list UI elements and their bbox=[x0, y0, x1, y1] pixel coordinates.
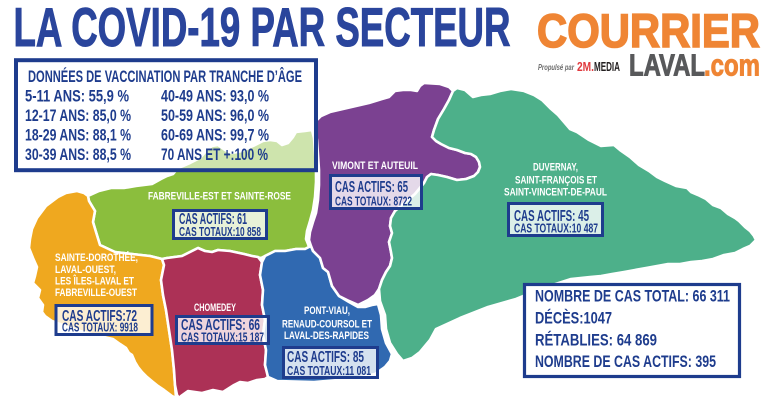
svg-text:CAS TOTAUX:10 487: CAS TOTAUX:10 487 bbox=[514, 222, 598, 236]
svg-text:DUVERNAY,: DUVERNAY, bbox=[533, 162, 578, 174]
svg-text:SAINTE-DOROTHÉE,: SAINTE-DOROTHÉE, bbox=[55, 251, 138, 264]
svg-text:12-17 ANS: 85,0 %: 12-17 ANS: 85,0 % bbox=[25, 106, 131, 125]
svg-text:Propulsé par: Propulsé par bbox=[538, 63, 575, 72]
svg-text:NOMBRE DE CAS TOTAL: 66 311: NOMBRE DE CAS TOTAL: 66 311 bbox=[535, 287, 730, 306]
svg-text:5-11 ANS: 55,9 %: 5-11 ANS: 55,9 % bbox=[25, 87, 129, 106]
svg-text:CAS ACTIFS:72: CAS ACTIFS:72 bbox=[62, 308, 137, 325]
svg-text:CAS ACTIFS: 85: CAS ACTIFS: 85 bbox=[287, 349, 364, 366]
svg-text:CAS ACTIFS: 61: CAS ACTIFS: 61 bbox=[179, 211, 247, 228]
svg-text:CHOMEDEY: CHOMEDEY bbox=[194, 302, 236, 314]
svg-text:18-29 ANS: 88,1 %: 18-29 ANS: 88,1 % bbox=[25, 126, 131, 145]
svg-text:PONT-VIAU,: PONT-VIAU, bbox=[304, 305, 350, 317]
svg-text:CAS TOTAUX:15 187: CAS TOTAUX:15 187 bbox=[181, 331, 264, 345]
svg-text:LES ÎLES-LAVAL ET: LES ÎLES-LAVAL ET bbox=[55, 275, 134, 288]
svg-text:VIMONT ET AUTEUIL: VIMONT ET AUTEUIL bbox=[332, 160, 418, 172]
svg-text:RENAUD-COURSOL ET: RENAUD-COURSOL ET bbox=[282, 319, 372, 331]
svg-text:CAS ACTIFS: 66: CAS ACTIFS: 66 bbox=[181, 317, 260, 334]
svg-text:COURRIER: COURRIER bbox=[537, 4, 760, 57]
svg-text:DÉCÈS:1047: DÉCÈS:1047 bbox=[535, 309, 612, 328]
svg-text:FABREVILLE-OUEST: FABREVILLE-OUEST bbox=[55, 287, 137, 299]
svg-text:CAS TOTAUX:10 858: CAS TOTAUX:10 858 bbox=[179, 225, 261, 239]
svg-text:LAVAL: LAVAL bbox=[629, 48, 705, 83]
svg-text:30-39 ANS: 88,5 %: 30-39 ANS: 88,5 % bbox=[25, 145, 131, 164]
svg-text:.com: .com bbox=[704, 48, 760, 83]
svg-text:CAS ACTIFS: 65: CAS ACTIFS: 65 bbox=[335, 179, 408, 196]
svg-text:60-69 ANS: 99,7 %: 60-69 ANS: 99,7 % bbox=[161, 126, 269, 145]
svg-text:SAINT-FRANÇOIS ET: SAINT-FRANÇOIS ET bbox=[515, 175, 597, 187]
svg-text:50-59 ANS: 96,0 %: 50-59 ANS: 96,0 % bbox=[161, 106, 269, 125]
svg-text:CAS TOTAUX: 8722: CAS TOTAUX: 8722 bbox=[335, 195, 412, 209]
svg-text:NOMBRE DE CAS ACTIFS: 395: NOMBRE DE CAS ACTIFS: 395 bbox=[535, 352, 716, 371]
svg-text:40-49 ANS: 93,0 %: 40-49 ANS: 93,0 % bbox=[161, 87, 269, 106]
svg-text:DONNÉES DE VACCINATION PAR TRA: DONNÉES DE VACCINATION PAR TRANCHE D’ÂGE bbox=[28, 67, 302, 86]
svg-text:70 ANS ET +:100 %: 70 ANS ET +:100 % bbox=[161, 145, 268, 164]
svg-text:FABREVILLE-EST ET SAINTE-ROSE: FABREVILLE-EST ET SAINTE-ROSE bbox=[148, 191, 291, 203]
svg-text:RÉTABLIES: 64 869: RÉTABLIES: 64 869 bbox=[535, 331, 657, 350]
svg-text:CAS TOTAUX:11 081: CAS TOTAUX:11 081 bbox=[287, 364, 371, 378]
svg-text:SAINT-VINCENT-DE-PAUL: SAINT-VINCENT-DE-PAUL bbox=[504, 187, 607, 199]
svg-text:CAS TOTAUX: 9918: CAS TOTAUX: 9918 bbox=[62, 321, 138, 335]
svg-text:LAVAL-OUEST,: LAVAL-OUEST, bbox=[55, 264, 116, 276]
svg-text:MEDIA: MEDIA bbox=[594, 59, 620, 74]
svg-text:2M.: 2M. bbox=[577, 59, 594, 74]
svg-text:CAS ACTIFS: 45: CAS ACTIFS: 45 bbox=[514, 208, 589, 225]
svg-text:LAVAL-DES-RAPIDES: LAVAL-DES-RAPIDES bbox=[284, 330, 369, 342]
svg-text:LA COVID-19 PAR SECTEUR: LA COVID-19 PAR SECTEUR bbox=[14, 0, 511, 58]
